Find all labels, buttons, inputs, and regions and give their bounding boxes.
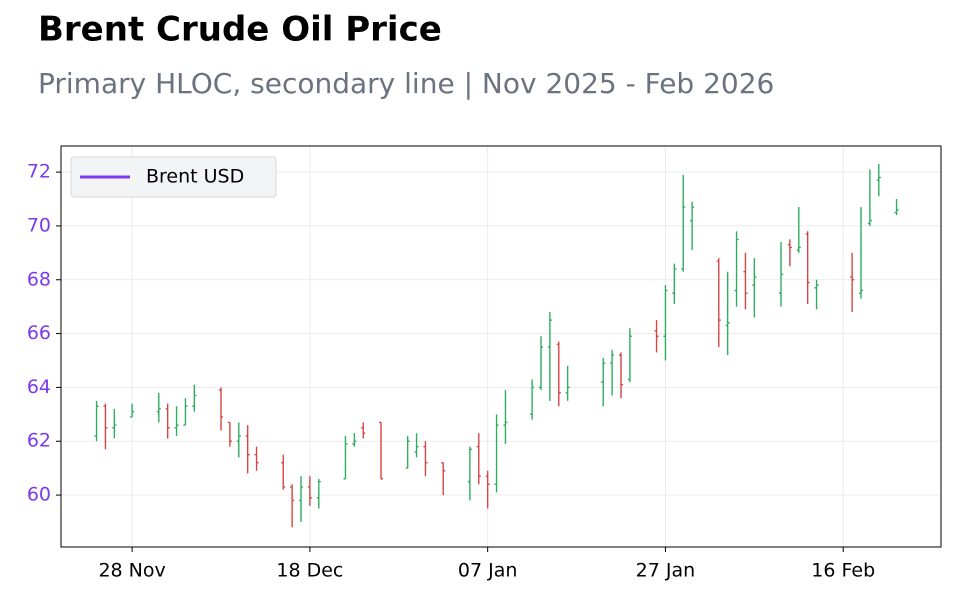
legend-box [70,156,277,198]
y-tick-label: 60 [27,484,51,506]
y-tick-label: 72 [27,161,51,183]
y-tick-label: 68 [27,268,51,290]
y-tick-label: 66 [27,322,51,344]
x-tick-label: 16 Feb [811,560,875,582]
chart-subtitle: Primary HLOC, secondary line | Nov 2025 … [38,67,774,100]
y-tick-label: 62 [27,430,51,452]
plot-frame [60,145,942,548]
y-tick-label: 70 [27,214,51,236]
x-tick-label: 18 Dec [276,560,343,582]
chart-title: Brent Crude Oil Price [38,10,442,50]
x-tick-label: 27 Jan [636,560,696,582]
y-tick-label: 64 [27,376,51,398]
x-tick-label: 07 Jan [458,560,518,582]
x-tick-label: 28 Nov [98,560,165,582]
legend-label: Brent USD [146,166,244,188]
